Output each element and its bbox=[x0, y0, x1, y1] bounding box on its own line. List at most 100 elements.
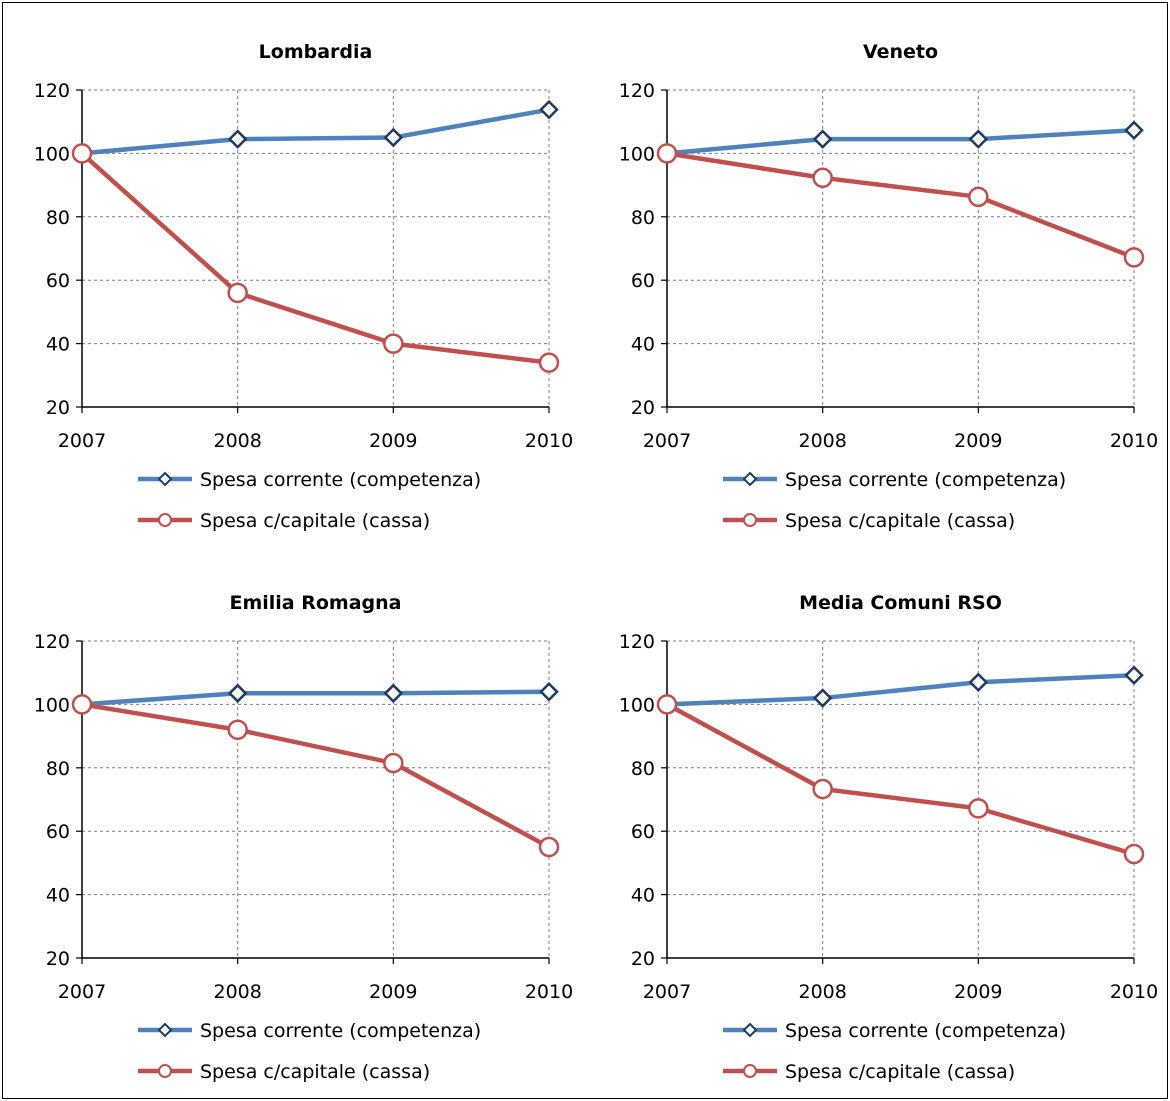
data-point-diamond bbox=[968, 129, 989, 149]
legend-marker-circle bbox=[158, 1064, 172, 1078]
x-tick-label: 2009 bbox=[369, 981, 417, 1003]
chart-svg: Lombardia 20 40 60 80 100 120 2007 2008 2009 2010 S… bbox=[34, 41, 573, 532]
data-point-diamond bbox=[383, 127, 404, 148]
chart-svg: Emilia Romagna 20 40 60 80 100 120 2007 2008 2009… bbox=[34, 592, 573, 1083]
legend-marker-diamond bbox=[742, 471, 758, 487]
data-point-diamond bbox=[539, 681, 559, 702]
legend-label: Spesa corrente (competenza) bbox=[785, 469, 1066, 491]
x-tick-label: 2007 bbox=[643, 981, 691, 1003]
x-tick-label: 2010 bbox=[1110, 430, 1158, 452]
x-tick-label: 2009 bbox=[954, 981, 1002, 1003]
y-tick-label: 60 bbox=[631, 270, 655, 292]
y-tick-label: 60 bbox=[46, 270, 70, 292]
x-tick-label: 2009 bbox=[954, 430, 1002, 452]
y-tick-label: 80 bbox=[46, 207, 70, 229]
series-line-spesa-c-capitale-cassa bbox=[664, 151, 1137, 260]
data-point-circle bbox=[656, 694, 678, 715]
legend-label: Spesa corrente (competenza) bbox=[785, 1020, 1066, 1042]
data-point-diamond bbox=[383, 683, 404, 704]
data-point-circle bbox=[383, 752, 404, 774]
y-tick-label: 40 bbox=[631, 885, 655, 907]
series-line-spesa-corrente-competenza bbox=[664, 128, 1137, 156]
legend-marker-circle bbox=[743, 513, 757, 527]
x-tick-label: 2007 bbox=[58, 430, 106, 452]
data-point-diamond bbox=[1124, 120, 1144, 141]
x-tick-label: 2010 bbox=[1110, 981, 1158, 1003]
chart-lombardia: Lombardia 20 40 60 80 100 120 2007 2008 2009 2010 S… bbox=[0, 0, 585, 550]
y-tick-label: 20 bbox=[631, 948, 655, 970]
y-tick-label: 120 bbox=[619, 631, 655, 653]
data-point-circle bbox=[383, 333, 404, 354]
chart-title: Lombardia bbox=[259, 41, 373, 63]
y-tick-label: 40 bbox=[631, 334, 655, 356]
y-tick-label: 40 bbox=[46, 885, 70, 907]
data-point-circle bbox=[538, 836, 560, 858]
y-tick-label: 100 bbox=[34, 143, 70, 165]
series-line-spesa-c-capitale-cassa bbox=[664, 702, 1137, 857]
y-tick-label: 60 bbox=[46, 821, 70, 843]
legend-marker-diamond bbox=[742, 1022, 758, 1038]
y-tick-label: 60 bbox=[631, 821, 655, 843]
data-point-circle bbox=[812, 778, 833, 800]
chart-title: Emilia Romagna bbox=[229, 592, 401, 614]
legend-label: Spesa c/capitale (cassa) bbox=[200, 510, 430, 532]
data-point-diamond bbox=[227, 129, 248, 149]
series-line-spesa-corrente-competenza bbox=[79, 689, 552, 707]
x-tick-label: 2008 bbox=[213, 981, 261, 1003]
data-point-circle bbox=[1123, 843, 1145, 865]
data-point-circle bbox=[71, 143, 93, 164]
legend-marker-circle bbox=[158, 513, 172, 527]
chart-veneto: Veneto 20 40 60 80 100 120 2007 2008 2009 2010 Spes… bbox=[585, 0, 1170, 550]
series-line-spesa-corrente-competenza bbox=[79, 107, 552, 156]
data-point-circle bbox=[656, 143, 678, 164]
chart-media-comuni-rso: Media Comuni RSO 20 40 60 80 100 120 2007 2008 20… bbox=[585, 551, 1170, 1101]
data-point-circle bbox=[227, 719, 248, 741]
x-tick-label: 2010 bbox=[525, 430, 573, 452]
chart-emilia-romagna: Emilia Romagna 20 40 60 80 100 120 2007 2008 2009… bbox=[0, 551, 585, 1101]
y-tick-label: 80 bbox=[46, 758, 70, 780]
chart-title: Media Comuni RSO bbox=[799, 592, 1002, 614]
y-tick-label: 20 bbox=[46, 948, 70, 970]
data-point-circle bbox=[968, 186, 989, 208]
legend-label: Spesa c/capitale (cassa) bbox=[200, 1061, 430, 1083]
chart-title: Veneto bbox=[863, 41, 938, 63]
y-tick-label: 20 bbox=[631, 397, 655, 419]
x-tick-label: 2008 bbox=[213, 430, 261, 452]
x-tick-label: 2007 bbox=[58, 981, 106, 1003]
data-point-diamond bbox=[968, 672, 989, 692]
series-line-spesa-c-capitale-cassa bbox=[79, 702, 552, 850]
chart-svg: Veneto 20 40 60 80 100 120 2007 2008 2009 2010 Spes… bbox=[619, 41, 1158, 532]
chart-svg: Media Comuni RSO 20 40 60 80 100 120 2007 2008 20… bbox=[619, 592, 1158, 1083]
legend-label: Spesa corrente (competenza) bbox=[200, 469, 481, 491]
y-tick-label: 100 bbox=[34, 694, 70, 716]
data-point-circle bbox=[227, 282, 248, 304]
data-point-diamond bbox=[227, 683, 248, 704]
legend-marker-circle bbox=[743, 1064, 757, 1078]
y-tick-label: 120 bbox=[619, 80, 655, 102]
data-point-diamond bbox=[812, 688, 833, 708]
x-tick-label: 2010 bbox=[525, 981, 573, 1003]
data-point-circle bbox=[812, 167, 833, 189]
legend-label: Spesa corrente (competenza) bbox=[200, 1020, 481, 1042]
series-line-spesa-corrente-competenza bbox=[664, 672, 1137, 707]
data-point-diamond bbox=[539, 99, 559, 120]
data-point-circle bbox=[71, 694, 93, 715]
y-tick-label: 80 bbox=[631, 207, 655, 229]
legend-marker-diamond bbox=[157, 1022, 173, 1038]
data-point-circle bbox=[538, 352, 560, 373]
y-tick-label: 20 bbox=[46, 397, 70, 419]
data-point-diamond bbox=[1124, 665, 1144, 686]
legend-label: Spesa c/capitale (cassa) bbox=[785, 510, 1015, 532]
x-tick-label: 2008 bbox=[798, 981, 846, 1003]
legend-marker-diamond bbox=[157, 471, 173, 487]
data-point-circle bbox=[968, 798, 989, 819]
y-tick-label: 80 bbox=[631, 758, 655, 780]
legend-label: Spesa c/capitale (cassa) bbox=[785, 1061, 1015, 1083]
x-tick-label: 2009 bbox=[369, 430, 417, 452]
y-tick-label: 40 bbox=[46, 334, 70, 356]
y-tick-label: 120 bbox=[34, 80, 70, 102]
data-point-circle bbox=[1123, 247, 1145, 268]
data-point-diamond bbox=[812, 129, 833, 149]
x-tick-label: 2008 bbox=[798, 430, 846, 452]
